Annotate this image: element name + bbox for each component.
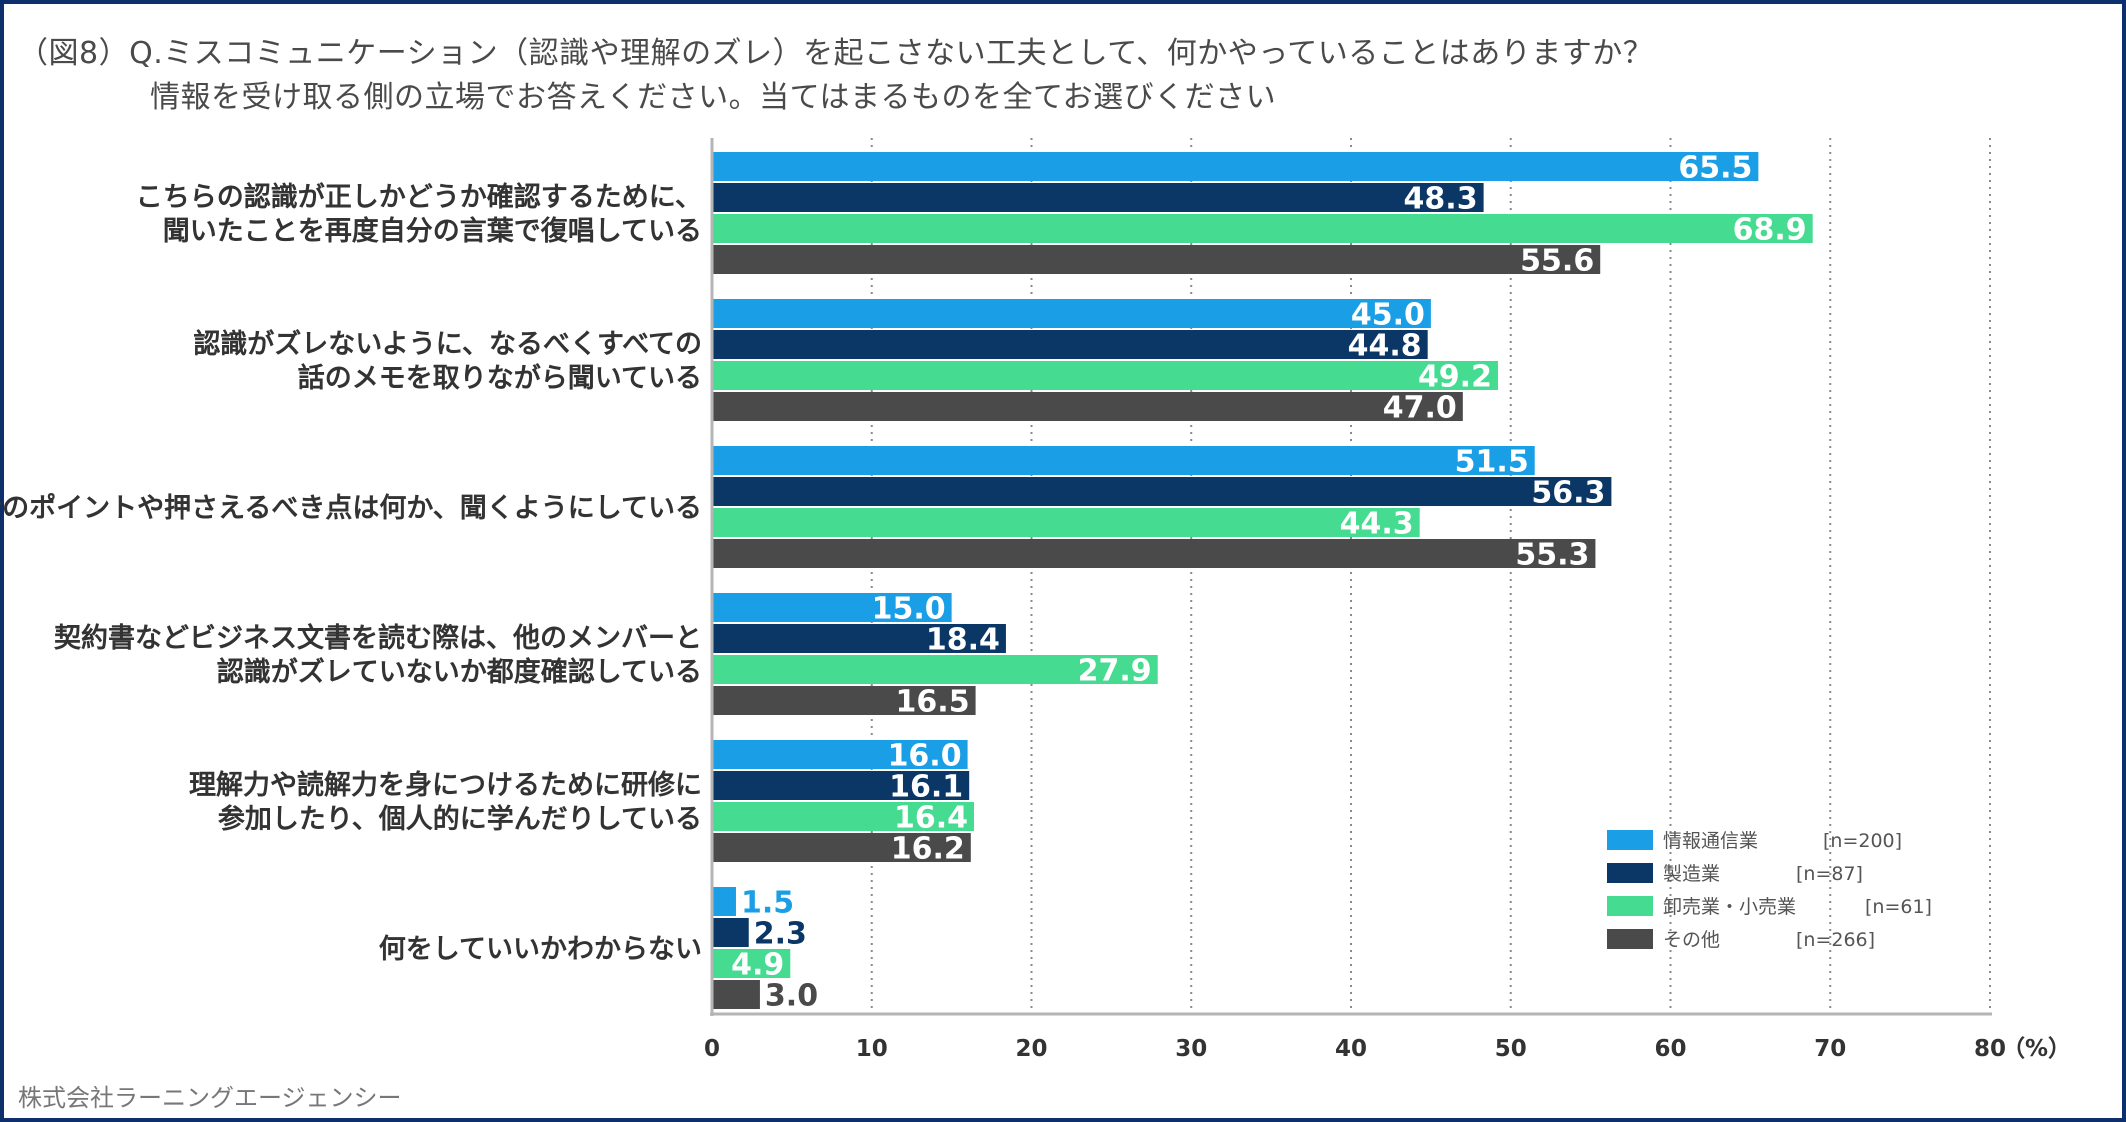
data-label: 2.3 [754, 917, 807, 952]
data-label: 55.6 [1520, 244, 1594, 279]
data-label: 16.4 [894, 801, 968, 836]
tick-label: 70 [1814, 1036, 1846, 1062]
chart-title: （図8）Q.ミスコミュニケーション（認識や理解のズレ）を起こさない工夫として、何… [18, 36, 1654, 71]
bar [712, 740, 968, 769]
category-label: 契約書などビジネス文書を読む際は、他のメンバーと [54, 622, 702, 654]
data-label: 16.2 [891, 832, 965, 867]
legend-swatch [1607, 896, 1653, 916]
category-label: 聞いたことを再度自分の言葉で復唱している [163, 215, 702, 247]
category-label: 認識がズレていないか都度確認している [217, 656, 702, 688]
legend-n: [n=266] [1796, 929, 1875, 951]
legend-label: 卸売業・小売業 [1663, 896, 1796, 918]
data-label: 18.4 [926, 623, 1000, 658]
legend-swatch [1607, 863, 1653, 883]
data-label: 68.9 [1733, 213, 1807, 248]
bar [712, 245, 1601, 274]
bar [712, 446, 1535, 475]
bar [712, 330, 1428, 359]
data-label: 15.0 [872, 592, 946, 627]
bar [712, 980, 760, 1009]
tick-label: 10 [856, 1036, 888, 1062]
bar [712, 686, 976, 715]
data-label: 51.5 [1455, 445, 1529, 480]
category-label: 話のポイントや押さえるべき点は何か、聞くようにしている [0, 492, 702, 524]
bar [712, 624, 1006, 653]
legend-n: [n=87] [1796, 863, 1863, 885]
tick-label: 80 [1974, 1036, 2006, 1062]
bar [712, 539, 1596, 568]
category-label: 参加したり、個人的に学んだりしている [218, 803, 702, 835]
data-label: 65.5 [1678, 151, 1752, 186]
legend-n: [n=61] [1865, 896, 1932, 918]
bar [712, 802, 974, 831]
bar [712, 152, 1759, 181]
bar [712, 887, 736, 916]
data-label: 1.5 [741, 886, 794, 921]
legend-label: 製造業 [1663, 863, 1720, 885]
data-label: 55.3 [1515, 538, 1589, 573]
category-label: 話のメモを取りながら聞いている [298, 362, 702, 394]
legend-swatch [1607, 830, 1653, 850]
tick-label: 30 [1175, 1036, 1207, 1062]
data-label: 16.0 [888, 739, 962, 774]
tick-label: 50 [1495, 1036, 1527, 1062]
bar [712, 833, 971, 862]
data-label: 47.0 [1383, 391, 1457, 426]
data-label: 45.0 [1351, 298, 1425, 333]
data-label: 4.9 [731, 948, 784, 983]
data-label: 44.8 [1348, 329, 1422, 364]
bar [712, 593, 952, 622]
data-label: 49.2 [1418, 360, 1492, 395]
tick-label: 40 [1335, 1036, 1367, 1062]
credit-text: 株式会社ラーニングエージェンシー [18, 1084, 402, 1112]
bar [712, 214, 1813, 243]
category-label: 理解力や読解力を身につけるために研修に [189, 769, 702, 801]
chart-subtitle: 情報を受け取る側の立場でお答えください。当てはまるものを全てお選びください [150, 80, 1277, 115]
legend-n: [n=200] [1823, 830, 1902, 852]
legend-swatch [1607, 929, 1653, 949]
data-label: 56.3 [1531, 476, 1605, 511]
bar [712, 771, 970, 800]
unit-label: （%） [2002, 1035, 2071, 1062]
bar [712, 183, 1484, 212]
tick-label: 20 [1015, 1036, 1047, 1062]
category-label: 何をしていいかわからない [379, 934, 702, 965]
data-label: 44.3 [1340, 507, 1414, 542]
tick-label: 60 [1654, 1036, 1686, 1062]
data-label: 16.5 [896, 685, 970, 720]
data-label: 3.0 [765, 979, 818, 1014]
bar [712, 477, 1612, 506]
bar [712, 299, 1431, 328]
legend-label: 情報通信業 [1663, 830, 1758, 852]
bar [712, 508, 1420, 537]
data-label: 27.9 [1078, 654, 1152, 689]
bar [712, 392, 1463, 421]
bar [712, 949, 791, 978]
bar [712, 361, 1498, 390]
tick-label: 0 [704, 1036, 720, 1062]
category-label: こちらの認識が正しかどうか確認するために、 [136, 181, 702, 213]
data-label: 48.3 [1404, 182, 1478, 217]
data-label: 16.1 [889, 770, 963, 805]
bar [712, 918, 749, 947]
legend-label: その他 [1663, 929, 1720, 951]
bar [712, 655, 1158, 684]
category-label: 認識がズレないように、なるべくすべての [193, 328, 702, 360]
